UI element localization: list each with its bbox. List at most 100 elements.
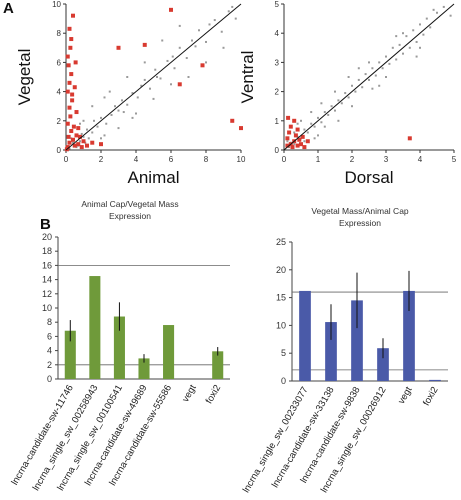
scatter-2-point-gray — [354, 90, 357, 93]
scatter-1-y-tick-label: 6 — [57, 58, 62, 67]
scatter-1-point-gray — [213, 19, 216, 22]
scatter-1-point-gray — [126, 76, 129, 78]
scatter-1-point-gray — [121, 99, 123, 102]
scatter-2-point-gray — [419, 46, 421, 49]
scatter-2-x-tick-label: 2 — [350, 155, 355, 164]
scatter-1-point-red — [70, 98, 75, 103]
scatter-1-point-red — [79, 145, 84, 150]
scatter-2-y-tick-label: 4 — [275, 29, 280, 38]
scatter-2-point-gray — [402, 32, 404, 35]
bar-chart-1-title-line2: Expression — [108, 211, 152, 221]
scatter-2-point-gray — [368, 78, 370, 81]
scatter-1-point-red — [68, 45, 73, 50]
scatter-1-point-gray — [194, 45, 197, 48]
scatter-2-point-gray — [286, 140, 289, 143]
scatter-1-point-gray — [220, 30, 223, 33]
scatter-1-x-tick-label: 6 — [169, 155, 174, 164]
scatter-1-x-tick-label: 0 — [64, 155, 69, 164]
scatter-2-point-gray — [368, 61, 370, 64]
scatter-1-point-gray — [117, 127, 120, 130]
scatter-1-point-gray — [86, 128, 88, 131]
bar-chart-2-title-line1: Vegetal Mass/Animal Cap — [311, 206, 409, 216]
scatter-2-point-gray — [337, 119, 340, 122]
scatter-1-point-gray — [178, 46, 181, 49]
bar-chart-2-bar — [299, 290, 311, 381]
scatter-1-point-gray — [156, 76, 158, 78]
scatter-1-point-gray — [173, 67, 176, 70]
scatter-1-point-red — [69, 72, 74, 77]
scatter-2-point-red — [292, 118, 297, 123]
bar-chart-2-y-tick-label: 5 — [281, 348, 286, 358]
scatter-2-point-gray — [391, 46, 394, 49]
bar-chart-2-bar — [351, 300, 363, 381]
bar-chart-1-bar — [113, 316, 125, 379]
scatter-2-point-gray — [310, 111, 313, 114]
scatter-2-point-gray — [357, 78, 360, 81]
scatter-1-point-gray — [79, 122, 81, 125]
scatter-1-point-gray — [91, 105, 94, 108]
scatter-2-point-gray — [296, 122, 299, 125]
scatter-2-y-tick-label: 0 — [275, 146, 280, 155]
scatter-1-point-gray — [72, 141, 74, 144]
scatter-1-y-tick-label: 2 — [57, 117, 62, 126]
scatter-2-point-gray — [310, 122, 313, 125]
scatter-2-point-gray — [385, 76, 387, 78]
scatter-1-point-gray — [108, 90, 111, 93]
scatter-2-point-gray — [381, 67, 384, 70]
scatter-2-y-tick-label: 3 — [275, 58, 280, 67]
scatter-2-point-gray — [347, 76, 350, 78]
scatter-1-point-gray — [205, 40, 207, 43]
scatter-2-point-red — [295, 143, 300, 148]
scatter-2-point-gray — [303, 128, 306, 131]
scatter-1-point-gray — [149, 87, 151, 90]
bar-chart-1-y-tick-label: 2 — [47, 360, 52, 370]
scatter-1-point-gray — [79, 140, 81, 143]
scatter-1-point-gray — [110, 113, 113, 116]
scatter-1-point-gray — [191, 39, 193, 42]
scatter-1-point-red — [65, 145, 70, 150]
scatter-2-point-red — [293, 133, 298, 138]
scatter-1-point-gray — [82, 135, 85, 138]
scatter-2-point-gray — [378, 61, 381, 64]
scatter-2-point-gray — [364, 73, 367, 76]
scatter-1-point-gray — [105, 122, 108, 125]
scatter-1-point-gray — [82, 119, 85, 122]
scatter-2-point-gray — [317, 116, 319, 119]
scatter-1-point-gray — [135, 112, 137, 115]
scatter-1-point-red — [76, 142, 81, 147]
scatter-1-point-red — [67, 140, 72, 145]
scatter-1-point-red — [66, 63, 71, 68]
scatter-1-point-gray — [161, 39, 164, 42]
scatter-1-point-red — [116, 45, 121, 50]
scatter-1-y-tick-label: 4 — [57, 88, 62, 97]
scatter-2-point-red — [407, 136, 412, 141]
bar-chart-1-bar — [163, 325, 175, 379]
scatter-1-point-red — [81, 139, 86, 144]
scatter-2-point-gray — [371, 87, 374, 90]
scatter-2-point-gray — [351, 105, 353, 108]
scatter-2-y-tick-label: 2 — [275, 88, 280, 97]
scatter-2-point-gray — [293, 143, 296, 146]
scatter-2-point-gray — [432, 8, 435, 11]
scatter-2-x-tick-label: 5 — [452, 155, 457, 164]
bar-chart-1-bar — [138, 358, 150, 379]
scatter-1-y-tick-label: 8 — [57, 29, 62, 38]
scatter-1-point-gray — [231, 5, 234, 8]
scatter-1-y-label: Vegetal — [15, 49, 34, 106]
bar-chart-2-bar — [403, 290, 415, 381]
bar-chart-2-y-tick-label: 20 — [276, 265, 286, 275]
scatter-1-point-gray — [131, 92, 134, 95]
scatter-2-point-gray — [395, 35, 398, 38]
scatter-2-point-red — [290, 145, 295, 150]
scatter-2-point-gray — [317, 134, 319, 137]
scatter-2-point-gray — [374, 74, 377, 77]
scatter-1-point-gray — [208, 23, 211, 26]
scatter-1-diagonal-line — [65, 3, 242, 151]
bar-chart-1-y-tick-label: 20 — [42, 232, 52, 242]
scatter-2-point-gray — [425, 17, 428, 20]
scatter-2-point-red — [295, 127, 300, 132]
scatter-2-point-red — [300, 134, 305, 139]
scatter-1-point-gray — [103, 96, 106, 99]
bar-chart-1-y-tick-label: 8 — [47, 317, 52, 327]
scatter-2-point-gray — [323, 111, 326, 114]
